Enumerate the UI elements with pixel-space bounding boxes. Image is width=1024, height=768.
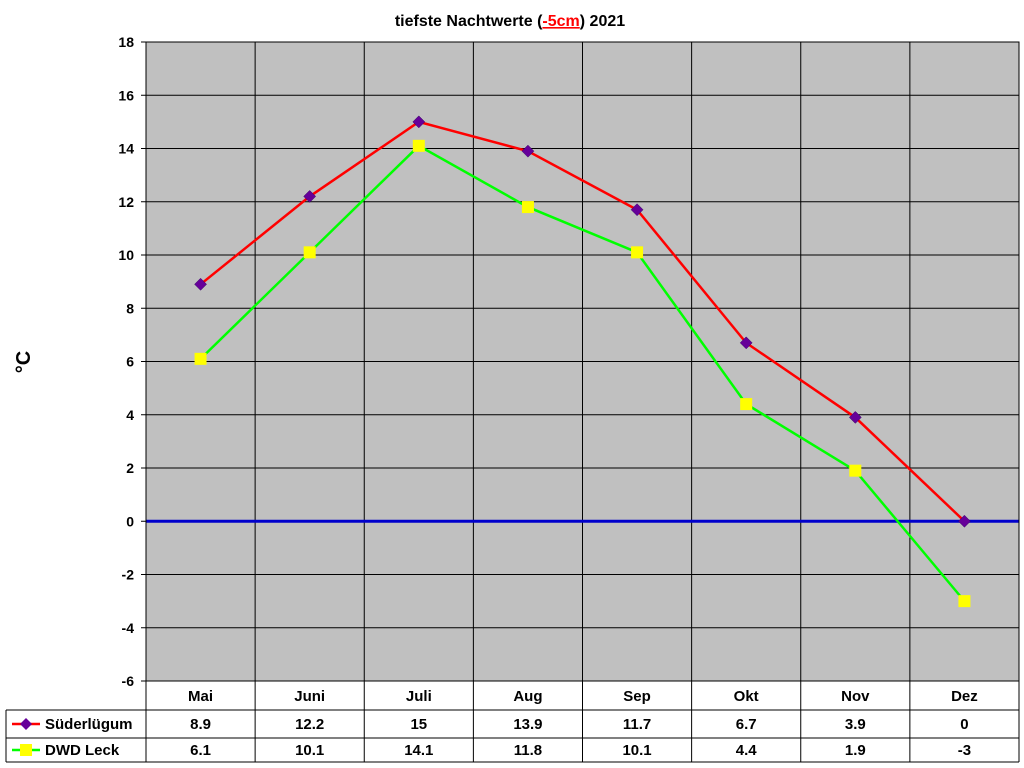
data-label: 0	[960, 716, 968, 733]
series-point-0	[630, 203, 644, 217]
y-tick-label: 6	[126, 354, 134, 370]
series-point-1	[849, 464, 862, 477]
series-point-1	[631, 246, 644, 259]
series-point-1	[521, 201, 534, 214]
y-tick-label: 18	[118, 34, 134, 50]
data-label: 10.1	[622, 742, 651, 759]
data-label: 4.4	[736, 742, 758, 759]
legend-label-0: Süderlügum	[45, 716, 133, 733]
data-label: 8.9	[190, 716, 211, 733]
series-line-1	[199, 144, 966, 602]
data-label: 11.7	[623, 716, 651, 733]
series-point-0	[739, 336, 753, 350]
chart-title-part-1: tiefste Nachtwerte (	[395, 13, 543, 30]
y-tick-label: 16	[118, 87, 134, 103]
x-category-label: Okt	[734, 688, 759, 705]
y-tick-label: 12	[118, 194, 134, 210]
series-point-1	[958, 595, 971, 608]
y-axis-label: °C	[13, 351, 35, 373]
data-label: 1.9	[845, 742, 866, 759]
data-label: 13.9	[513, 716, 542, 733]
data-label: 14.1	[404, 742, 433, 759]
series-point-0	[303, 190, 317, 203]
chart-title-part-3: ) 2021	[580, 13, 625, 30]
data-label: 6.7	[736, 716, 757, 733]
y-tick-label: -4	[122, 620, 135, 636]
y-tick-label: 10	[118, 247, 134, 263]
x-category-label: Mai	[188, 688, 213, 705]
y-tick-label: -2	[122, 567, 135, 583]
data-label: 10.1	[295, 742, 324, 759]
y-tick-label: 8	[126, 300, 134, 316]
y-tick-label: 2	[126, 460, 134, 476]
y-tick-label: 14	[118, 141, 134, 157]
plot-area: -6 -4 -2 0 2 4 6 8 10 12 14 16 18	[118, 34, 1020, 689]
x-category-label: Aug	[513, 688, 542, 705]
x-category-label: Juli	[406, 688, 432, 705]
series-point-0	[412, 115, 426, 129]
y-tick-label: 4	[126, 407, 134, 423]
y-tick-label: 0	[126, 513, 134, 529]
series-point-0	[194, 277, 207, 291]
data-label: 11.8	[514, 742, 542, 759]
series-point-1	[740, 398, 753, 411]
x-category-label: Sep	[623, 688, 651, 705]
series-point-1	[412, 139, 425, 152]
data-table: Mai Juni Juli Aug Sep Okt Nov Dez Süderlügum 8.9 1…	[5, 681, 1020, 763]
data-label: -3	[958, 742, 971, 759]
series-point-0	[958, 514, 971, 528]
data-label: 15	[410, 716, 427, 733]
chart-title: tiefste Nachtwerte (-5cm) 2021	[395, 13, 625, 30]
chart-title-highlight: -5cm	[542, 13, 579, 30]
legend-label-1: DWD Leck	[45, 742, 120, 759]
y-tick-label: -6	[122, 673, 135, 689]
x-category-label: Dez	[951, 688, 978, 705]
data-label: 3.9	[845, 716, 866, 733]
legend-marker-1	[20, 744, 32, 756]
x-category-label: Nov	[841, 688, 870, 705]
x-category-label: Juni	[294, 688, 325, 705]
series-line-0	[199, 120, 966, 523]
data-label: 6.1	[190, 742, 211, 759]
series-point-0	[521, 144, 535, 158]
series-point-0	[848, 411, 862, 424]
legend-marker-0	[20, 718, 32, 730]
data-label: 12.2	[295, 716, 324, 733]
series-point-1	[194, 352, 207, 365]
series-point-1	[303, 246, 316, 259]
